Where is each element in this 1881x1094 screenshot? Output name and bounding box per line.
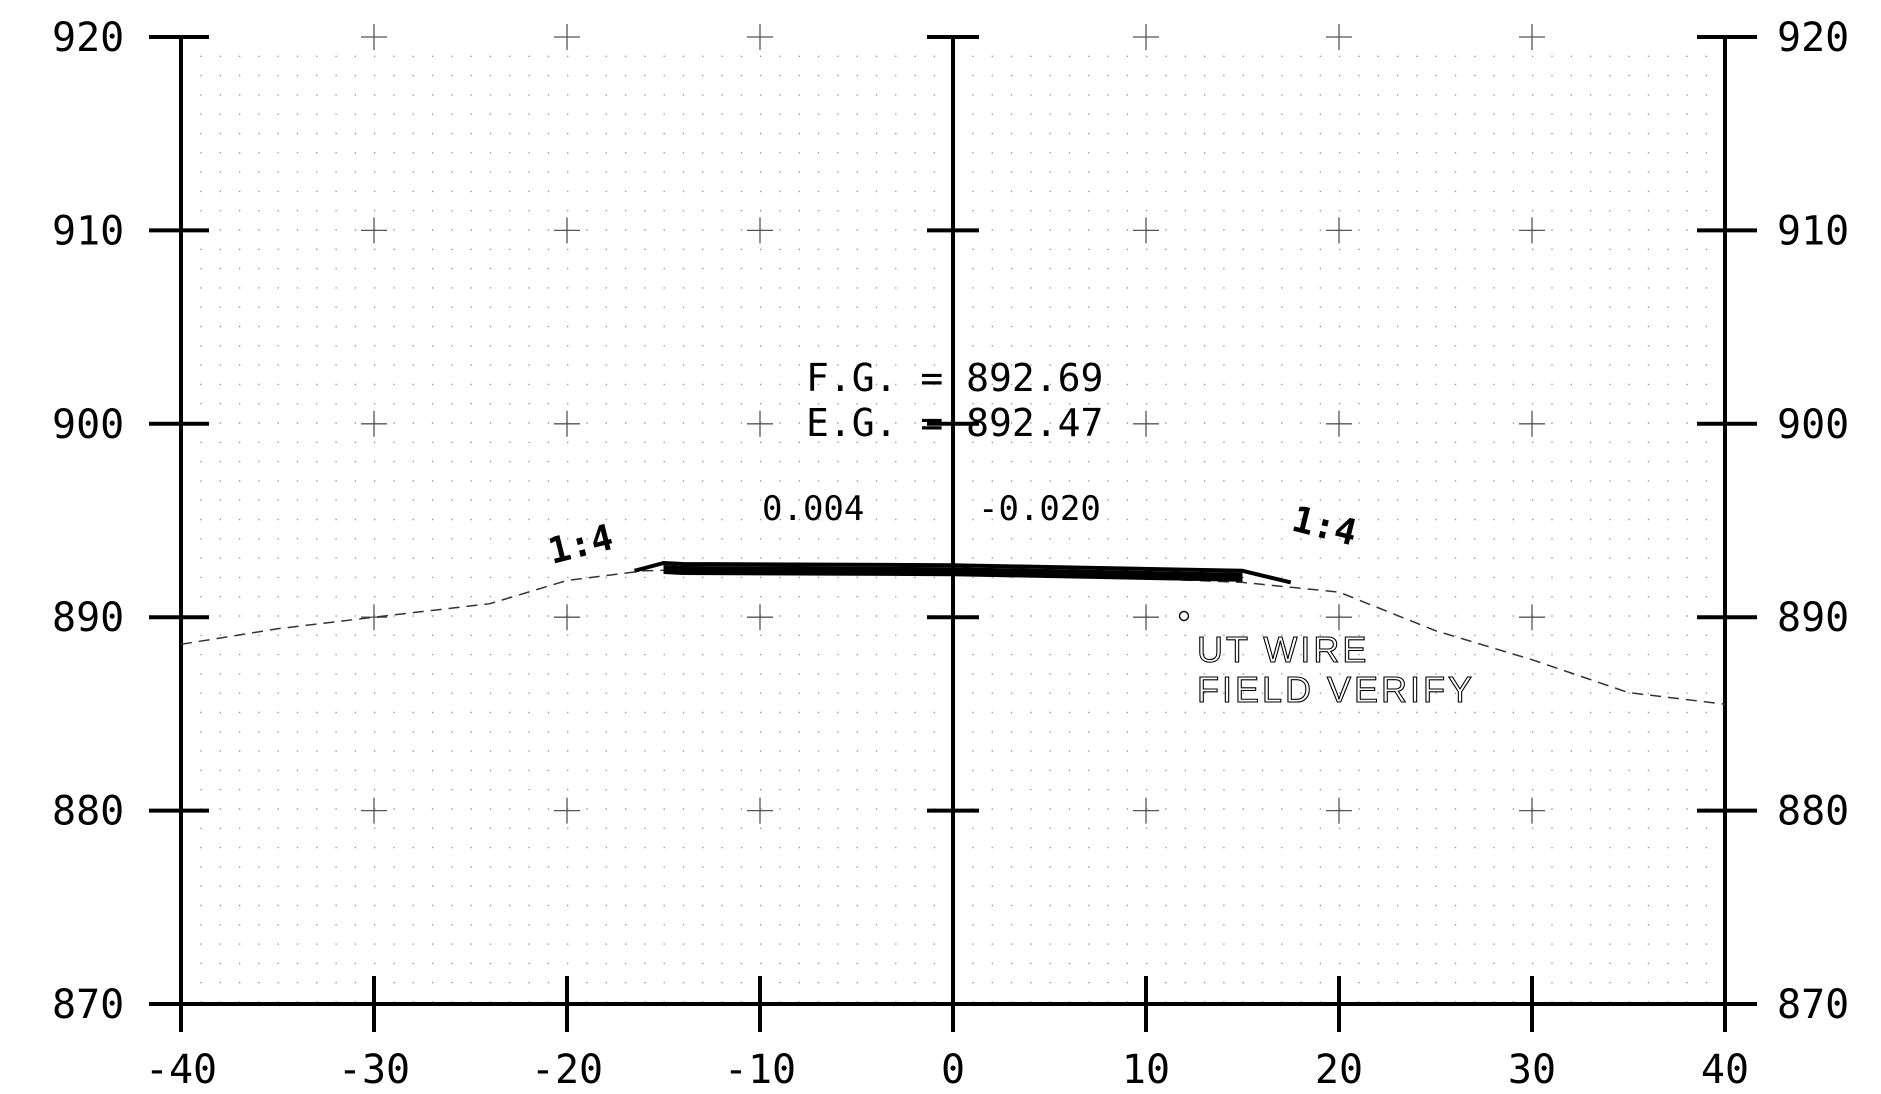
proposed-grade-line [633, 561, 1292, 585]
grid-cross [747, 410, 773, 437]
y-tick-label-right: 900 [1777, 402, 1849, 448]
y-tick-label-left: 920 [52, 15, 124, 61]
y-tick-label-right: 880 [1777, 789, 1849, 835]
utility-marker [1178, 610, 1190, 622]
grid-cross [1519, 410, 1545, 437]
y-tick-label-right: 870 [1777, 982, 1849, 1028]
grid-cross [554, 217, 580, 244]
grid-cross [554, 410, 580, 437]
x-tick-label: -10 [724, 1047, 796, 1093]
grid-cross [747, 24, 773, 50]
y-tick-label-left: 880 [52, 789, 124, 835]
existing-ground-line [180, 568, 1726, 705]
grid-cross [361, 604, 387, 631]
left-cross-slope-label: 0.004 [762, 489, 864, 529]
x-tick-label: 0 [941, 1047, 965, 1093]
grid-cross [1133, 797, 1159, 824]
fg-annotation: F.G. = 892.69 [806, 356, 1103, 400]
pavement-section [663, 565, 1243, 582]
grid-cross [361, 217, 387, 244]
grid-cross [554, 604, 580, 631]
profile-lines [180, 561, 1726, 705]
grid-cross [1519, 24, 1545, 50]
y-tick-label-left: 870 [52, 982, 124, 1028]
grid-cross [554, 797, 580, 824]
axis-ticks: 870 870 880 880 890 890 900 900 910 910 920 920 -40 -… [52, 15, 1849, 1093]
grid-cross [1326, 217, 1352, 244]
right-cross-slope-label: -0.020 [978, 489, 1101, 529]
x-tick-label: 40 [1701, 1047, 1749, 1093]
grid-cross [1326, 604, 1352, 631]
x-tick-label: -40 [145, 1047, 217, 1093]
y-tick-label-left: 910 [52, 208, 124, 254]
left-side-slope-label: 1:4 [544, 517, 617, 573]
grid-cross [1519, 604, 1545, 631]
x-tick-label: -30 [338, 1047, 410, 1093]
grid-cross [747, 604, 773, 631]
grid-cross [361, 797, 387, 824]
grid-cross [1519, 217, 1545, 244]
x-tick-label: 10 [1122, 1047, 1170, 1093]
grid-cross [1133, 410, 1159, 437]
grid-dots [200, 55, 1708, 1003]
grid-cross [1519, 797, 1545, 824]
grid-cross [1326, 797, 1352, 824]
grid-cross [1133, 24, 1159, 50]
right-side-slope-label: 1:4 [1288, 499, 1361, 555]
x-tick-label: -20 [531, 1047, 603, 1093]
grid-cross [1326, 24, 1352, 50]
y-tick-label-right: 910 [1777, 208, 1849, 254]
axes [149, 37, 1757, 1006]
grid-cross [554, 24, 580, 50]
y-tick-label-left: 900 [52, 402, 124, 448]
grid-cross [361, 410, 387, 437]
utility-note-line1: UT WIRE [1197, 629, 1369, 670]
x-tick-label: 30 [1508, 1047, 1556, 1093]
y-tick-label-right: 890 [1777, 595, 1849, 641]
grid-cross [361, 24, 387, 50]
grid-cross [1133, 217, 1159, 244]
eg-annotation: E.G. = 892.47 [806, 401, 1103, 445]
grid-cross [1133, 604, 1159, 631]
utility-note-line2: FIELD VERIFY [1197, 669, 1475, 710]
y-tick-label-left: 890 [52, 595, 124, 641]
grid-cross-marks [361, 24, 1545, 824]
grid-cross [1326, 410, 1352, 437]
y-tick-label-right: 920 [1777, 15, 1849, 61]
x-tick-label: 20 [1315, 1047, 1363, 1093]
grid-cross [747, 797, 773, 824]
grid-cross [747, 217, 773, 244]
dotted-grid [200, 55, 1708, 1003]
